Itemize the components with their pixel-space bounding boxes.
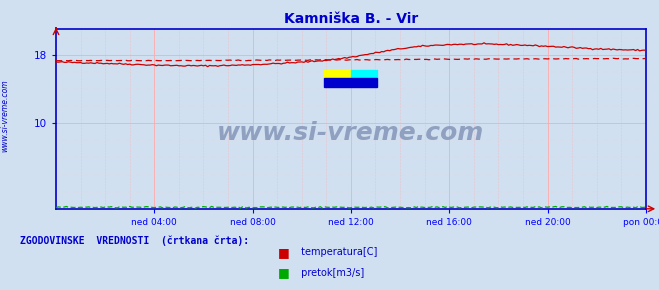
Text: ■: ■: [277, 246, 289, 259]
Text: ■: ■: [277, 266, 289, 279]
FancyBboxPatch shape: [324, 78, 378, 86]
FancyBboxPatch shape: [324, 70, 351, 78]
Text: www.si-vreme.com: www.si-vreme.com: [217, 121, 484, 145]
FancyBboxPatch shape: [351, 70, 378, 78]
Text: temperatura[C]: temperatura[C]: [298, 247, 377, 257]
Text: pretok[m3/s]: pretok[m3/s]: [298, 268, 364, 278]
Text: www.si-vreme.com: www.si-vreme.com: [1, 80, 10, 152]
Title: Kamniška B. - Vir: Kamniška B. - Vir: [284, 12, 418, 26]
Text: ZGODOVINSKE  VREDNOSTI  (črtkana črta):: ZGODOVINSKE VREDNOSTI (črtkana črta):: [20, 235, 249, 246]
